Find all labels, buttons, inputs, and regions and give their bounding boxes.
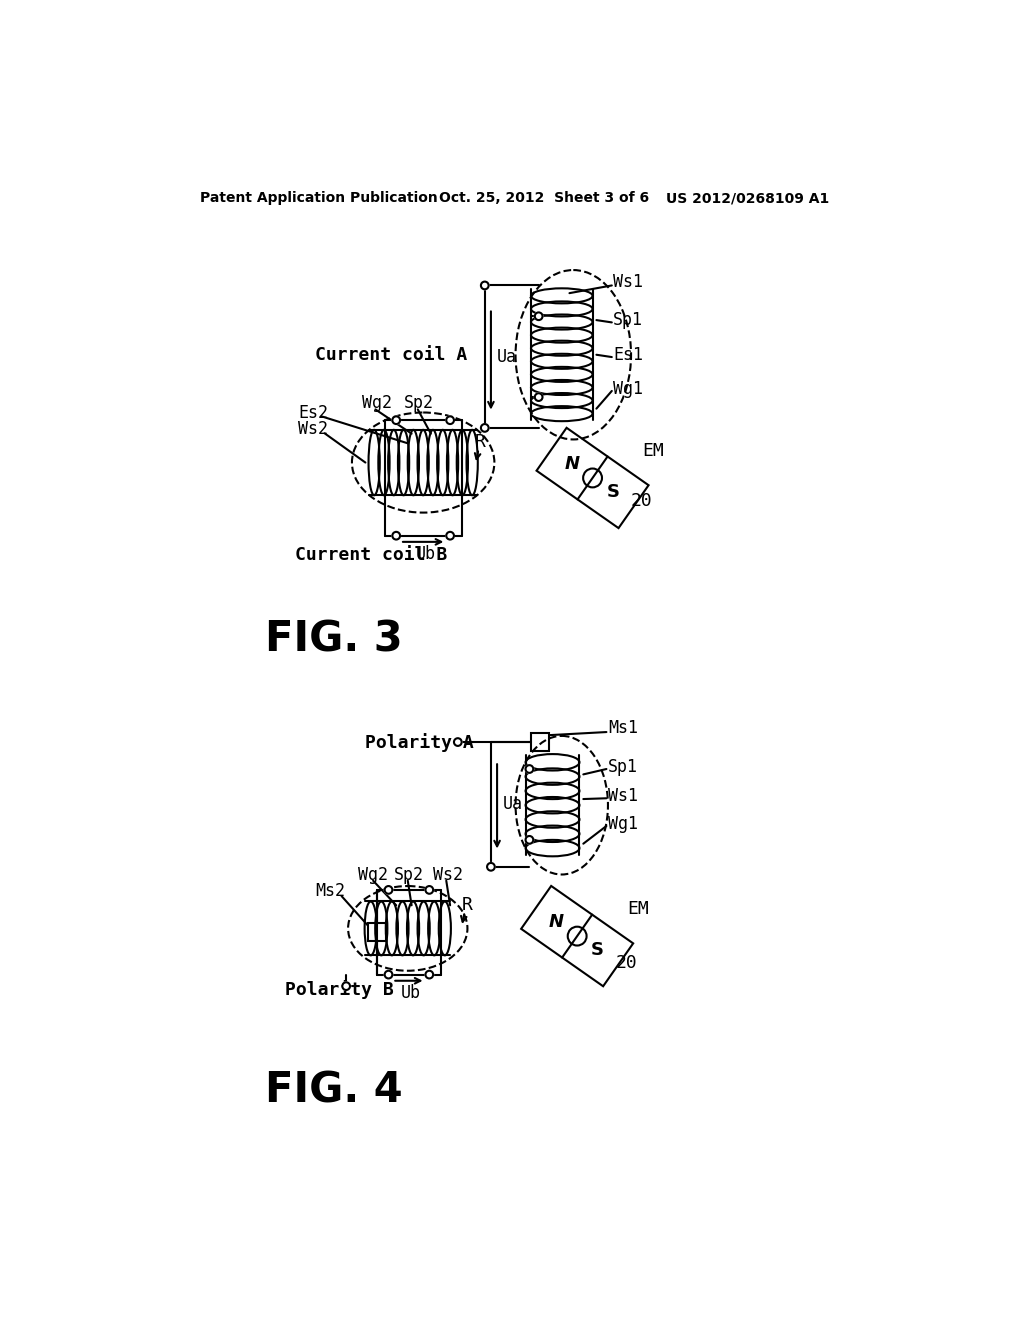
- Text: 20: 20: [631, 492, 653, 510]
- Circle shape: [385, 970, 392, 978]
- Text: Wg1: Wg1: [608, 816, 638, 833]
- Text: Es1: Es1: [613, 346, 643, 364]
- Text: Wg1: Wg1: [613, 380, 643, 399]
- Circle shape: [425, 970, 433, 978]
- Circle shape: [425, 886, 433, 894]
- Text: Ua: Ua: [503, 796, 523, 813]
- Text: Current coil B: Current coil B: [296, 546, 447, 564]
- Text: N: N: [549, 912, 564, 931]
- Circle shape: [481, 424, 488, 432]
- Circle shape: [454, 738, 462, 746]
- Text: S: S: [591, 941, 604, 960]
- Bar: [368, 923, 386, 941]
- Text: Sp2: Sp2: [394, 866, 424, 883]
- Bar: [531, 733, 550, 751]
- Circle shape: [525, 836, 534, 843]
- Text: Ms2: Ms2: [315, 883, 345, 900]
- Text: FIG. 3: FIG. 3: [265, 619, 403, 660]
- Text: Ws2: Ws2: [433, 866, 463, 883]
- Circle shape: [385, 886, 392, 894]
- Circle shape: [446, 416, 454, 424]
- Text: Patent Application Publication: Patent Application Publication: [200, 191, 437, 206]
- Text: Current coil A: Current coil A: [315, 346, 468, 364]
- Text: Polarity B: Polarity B: [285, 981, 393, 999]
- Text: Oct. 25, 2012  Sheet 3 of 6: Oct. 25, 2012 Sheet 3 of 6: [438, 191, 648, 206]
- Circle shape: [525, 766, 534, 774]
- Text: Ws2: Ws2: [298, 421, 329, 438]
- Circle shape: [535, 393, 543, 401]
- Text: EM: EM: [643, 442, 665, 459]
- Text: Ub: Ub: [401, 985, 421, 1002]
- Text: Es2: Es2: [298, 404, 329, 421]
- Text: Sp1: Sp1: [608, 758, 638, 776]
- Text: US 2012/0268109 A1: US 2012/0268109 A1: [666, 191, 829, 206]
- Text: Wg2: Wg2: [361, 395, 391, 412]
- Text: Ua: Ua: [497, 347, 517, 366]
- Text: 20: 20: [615, 954, 637, 972]
- Text: R: R: [462, 896, 472, 915]
- Text: FIG. 4: FIG. 4: [265, 1069, 402, 1111]
- Text: N: N: [564, 454, 580, 473]
- Text: Ws1: Ws1: [613, 273, 643, 290]
- Text: R: R: [475, 433, 485, 450]
- Circle shape: [392, 532, 400, 540]
- Text: Sp1: Sp1: [613, 312, 643, 329]
- Text: S: S: [606, 483, 620, 502]
- Circle shape: [535, 313, 543, 321]
- Circle shape: [392, 416, 400, 424]
- Circle shape: [342, 982, 350, 990]
- Circle shape: [481, 281, 488, 289]
- Circle shape: [487, 863, 495, 871]
- Text: Polarity A: Polarity A: [366, 733, 474, 751]
- Circle shape: [446, 532, 454, 540]
- Text: Sp2: Sp2: [403, 395, 434, 412]
- Text: Ms1: Ms1: [608, 719, 638, 737]
- Text: Ws1: Ws1: [608, 787, 638, 805]
- Text: EM: EM: [628, 900, 649, 919]
- Text: Wg2: Wg2: [357, 866, 388, 883]
- Text: Ub: Ub: [416, 545, 435, 564]
